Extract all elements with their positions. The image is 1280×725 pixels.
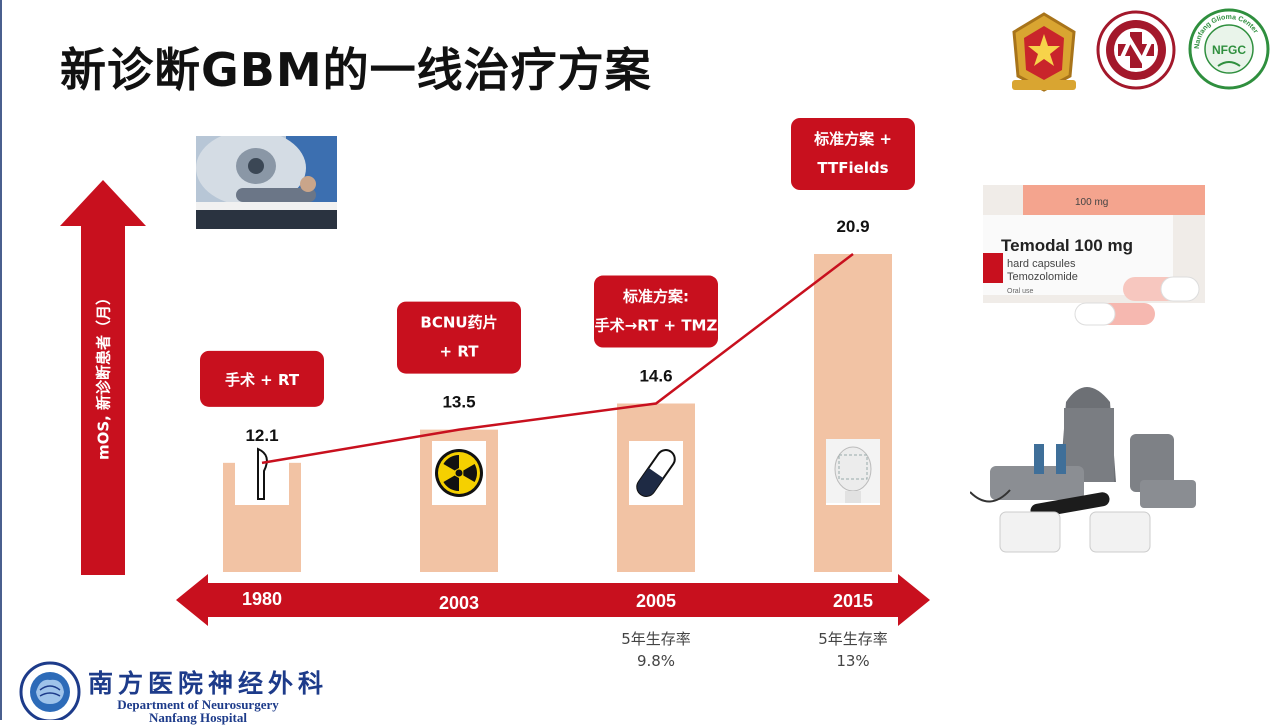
y-axis-arrow xyxy=(60,180,146,575)
value-label-2003: 13.5 xyxy=(442,393,475,412)
treatment-badge-2015 xyxy=(791,118,915,190)
scalpel-icon xyxy=(235,441,289,505)
temodal-generic-text: Temozolomide xyxy=(1007,271,1078,283)
five-year-survival-2015: 5年生存率 13% xyxy=(783,628,923,672)
nfgc-logo-text: NFGC xyxy=(1212,43,1246,57)
survival-value: 13% xyxy=(836,652,870,670)
treatment-label: + RT xyxy=(440,343,480,361)
treatment-label: BCNU药片 xyxy=(420,314,497,332)
footer-department-en: Department of Neurosurgery Nanfang Hospi… xyxy=(88,698,308,724)
survival-label: 5年生存率 xyxy=(818,630,888,648)
slide-frame xyxy=(0,0,2,720)
treatment-badge-2003 xyxy=(397,301,521,374)
treatment-label: 标准方案 + xyxy=(813,130,892,148)
footer-department-cn: 南方医院神经外科 xyxy=(88,669,329,698)
radiotherapy-photo xyxy=(196,136,337,229)
temodal-route-text: Oral use xyxy=(1007,288,1034,295)
value-label-1980: 12.1 xyxy=(245,426,278,445)
ttfields-head-icon xyxy=(826,439,880,505)
temodal-cap-label: 100 mg xyxy=(1075,197,1108,208)
x-tick-label-1980: 1980 xyxy=(241,589,283,609)
treatment-label: TTFields xyxy=(817,159,888,177)
neurosurgery-dept-logo xyxy=(18,660,82,723)
value-label-2005: 14.6 xyxy=(639,367,672,386)
treatment-label: 标准方案: xyxy=(622,288,689,306)
nanfang-hospital-logo xyxy=(1096,10,1176,90)
nfgc-logo: Nanfang Glioma Center NFGC xyxy=(1188,8,1270,90)
radiation-icon xyxy=(432,441,486,505)
x-tick-label-2003: 2003 xyxy=(438,593,480,613)
temodal-photo: 100 mg Temodal 100 mg hard capsules Temo… xyxy=(983,185,1205,335)
treatment-badge-2005 xyxy=(594,275,718,348)
temodal-brand-text: Temodal 100 mg xyxy=(1001,236,1133,255)
y-axis-label: mOS, 新诊断患者（月） xyxy=(94,289,113,461)
bar-2015 xyxy=(814,254,892,572)
treatment-label: 手术 + RT xyxy=(225,371,300,389)
army-emblem-logo xyxy=(1004,10,1084,94)
x-tick-label-2005: 2005 xyxy=(635,591,677,611)
mos-trend-line xyxy=(261,253,854,465)
slide-title: 新诊断GBM的一线治疗方案 xyxy=(60,43,652,97)
treatment-label: 手术→RT + TMZ xyxy=(595,317,718,335)
temodal-form-text: hard capsules xyxy=(1007,258,1076,270)
survival-label: 5年生存率 xyxy=(621,630,691,648)
value-label-2015: 20.9 xyxy=(836,217,869,236)
x-axis-arrow xyxy=(176,574,930,626)
five-year-survival-2005: 5年生存率 9.8% xyxy=(586,628,726,672)
treatment-badge-1980 xyxy=(200,350,324,407)
x-tick-label-2015: 2015 xyxy=(832,591,874,611)
ttfields-device-photo xyxy=(970,372,1210,558)
capsule-icon xyxy=(629,441,683,505)
footer-dept-name: Department of Neurosurgery xyxy=(117,697,279,712)
footer-hospital-name: Nanfang Hospital xyxy=(149,710,247,725)
survival-value: 9.8% xyxy=(636,652,676,670)
